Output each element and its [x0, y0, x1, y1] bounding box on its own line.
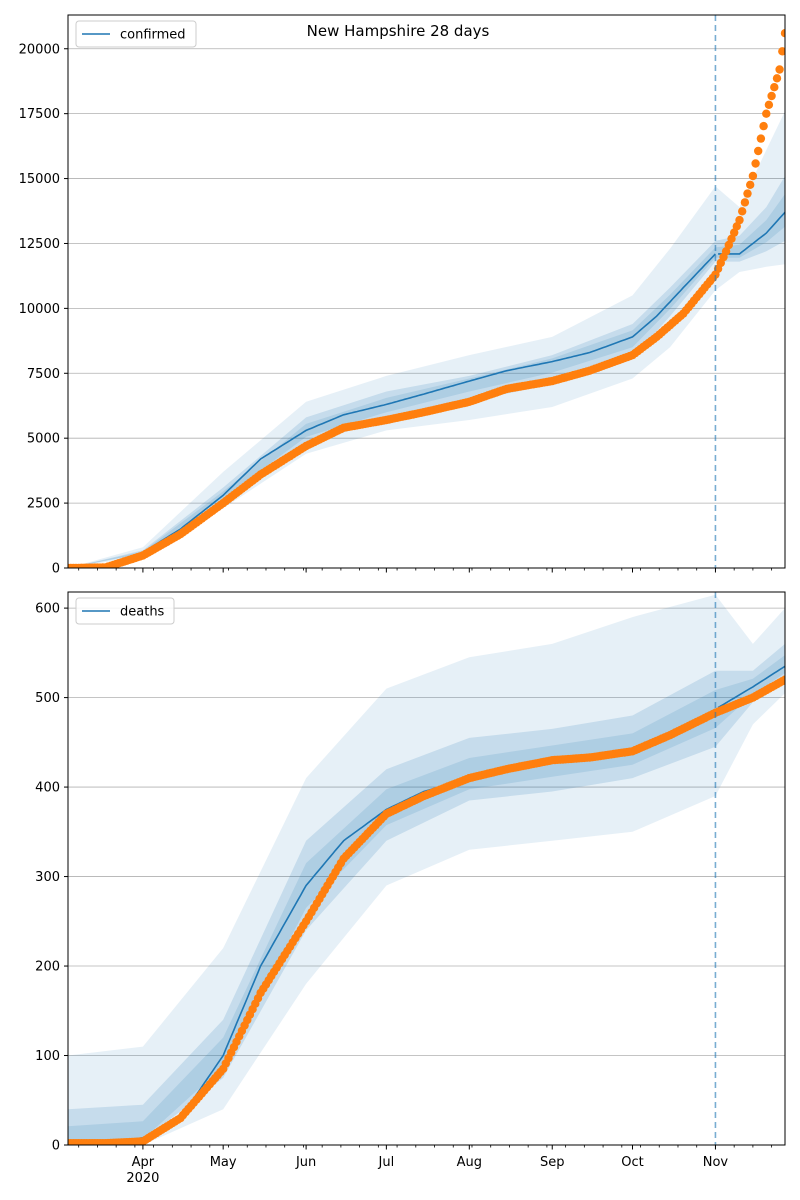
observed-points [68, 675, 785, 1145]
data-point [721, 247, 731, 256]
y-tick-label: 5000 [27, 432, 60, 447]
data-point [743, 189, 752, 198]
data-point [780, 29, 785, 38]
chart-title: New Hampshire 28 days [307, 22, 490, 40]
data-point [754, 146, 763, 156]
x-tick-label: Sep [540, 1155, 565, 1170]
axes-frame [67, 591, 786, 1146]
y-tick-label: 100 [35, 1049, 60, 1064]
x-tick-label: Apr [132, 1155, 155, 1170]
x-tick-label: May [210, 1155, 237, 1170]
legend-box [75, 597, 175, 625]
data-point [762, 109, 771, 118]
axes-frame [67, 14, 786, 569]
core-band [68, 194, 785, 568]
y-tick-label: 12500 [19, 237, 60, 252]
y-tick-label: 7500 [27, 367, 60, 382]
data-point [767, 91, 776, 101]
data-point [764, 100, 774, 110]
y-tick-label: 500 [35, 691, 60, 706]
y-tick-label: 15000 [19, 172, 60, 187]
data-point [770, 83, 779, 92]
y-tick-label: 0 [52, 1139, 60, 1154]
data-point [748, 171, 758, 181]
observed-points [68, 29, 785, 568]
data-point [772, 74, 782, 83]
data-point [738, 207, 747, 216]
data-point [756, 134, 766, 143]
data-point [780, 675, 785, 684]
outer-band [68, 111, 785, 568]
y-tick-label: 200 [35, 960, 60, 975]
legend: deaths [75, 597, 175, 625]
y-tick-label: 600 [35, 602, 60, 617]
legend-box [75, 20, 197, 48]
y-tick-label: 10000 [19, 302, 60, 317]
data-point [735, 215, 744, 225]
legend: confirmed [75, 20, 197, 48]
data-point [751, 159, 760, 168]
core-band [68, 655, 785, 1145]
inner-band [68, 176, 785, 568]
y-tick-label: 0 [52, 562, 60, 577]
data-point [730, 228, 739, 237]
x-tick-label: Nov [703, 1155, 729, 1170]
x-tick-label: Jul [378, 1155, 395, 1170]
x-tick-label: Jun [295, 1155, 316, 1170]
y-tick-label: 400 [35, 781, 60, 796]
data-point [778, 47, 785, 56]
x-tick-label: 2020 [126, 1171, 159, 1186]
series-line-forecast [717, 665, 785, 709]
data-point [740, 198, 750, 207]
y-tick-label: 2500 [27, 497, 60, 512]
confirmed-panel: 0 2500 5000 7500 10000 12500 15000 17500 20000 co… [19, 14, 786, 577]
legend-label: deaths [120, 605, 165, 620]
x-tick-label: Oct [621, 1155, 643, 1170]
y-tick-label: 300 [35, 870, 60, 885]
legend-label: confirmed [120, 28, 186, 43]
data-point [746, 180, 755, 189]
y-tick-label: 20000 [19, 42, 60, 57]
y-tick-label: 17500 [19, 107, 60, 122]
data-point [775, 65, 784, 74]
data-point [759, 121, 768, 131]
series-line-fit [68, 253, 716, 568]
outer-band [68, 594, 785, 1145]
x-tick-label: Aug [457, 1155, 482, 1170]
